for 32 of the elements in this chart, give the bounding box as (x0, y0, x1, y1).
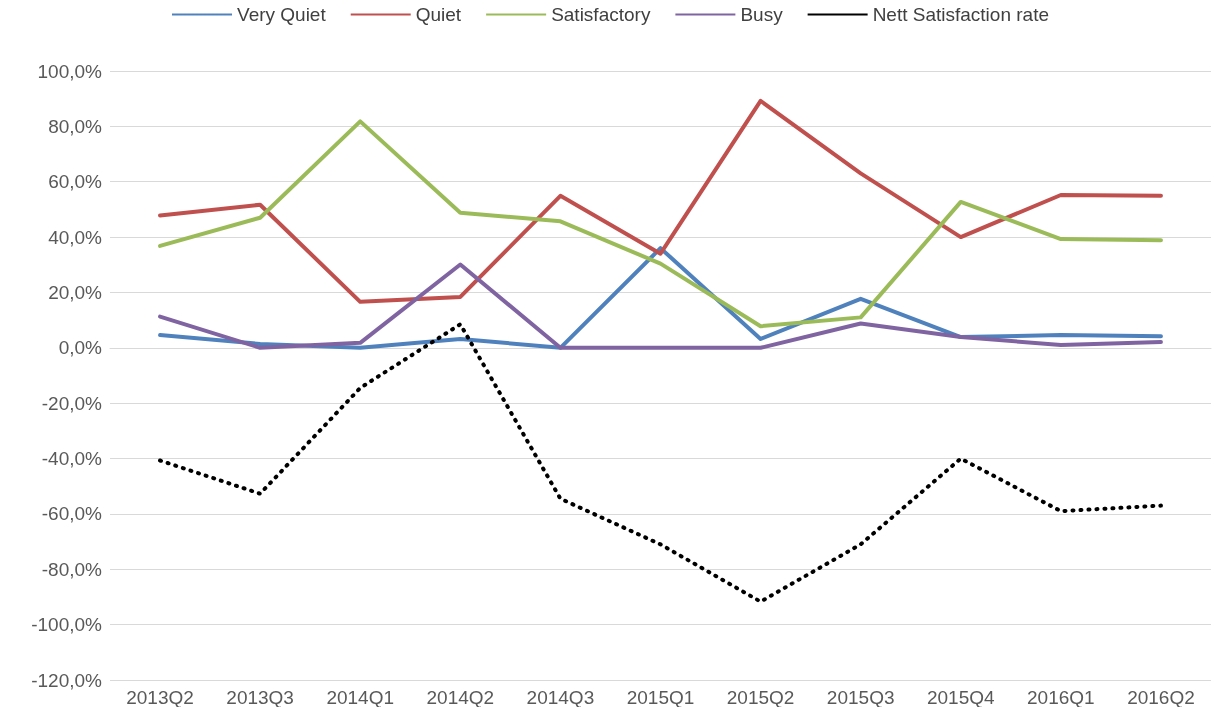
line-series (158, 322, 1163, 604)
x-tick-label: 2013Q3 (226, 687, 294, 707)
x-tick-label: 2015Q4 (926, 687, 996, 707)
y-tick-label: 80,0% (48, 115, 103, 137)
x-tick-label: 2015Q1 (626, 687, 695, 707)
x-tick-label: 2014Q3 (526, 687, 595, 707)
legend-label: Busy (740, 4, 784, 25)
y-tick-label: 20,0% (48, 281, 103, 303)
x-tick-label: 2013Q2 (126, 687, 194, 707)
legend-label: Satisfactory (551, 4, 651, 25)
x-tick-label: 2016Q1 (1027, 687, 1095, 707)
y-tick-label: 0,0% (58, 337, 103, 359)
y-tick-label: -40,0% (41, 448, 103, 470)
legend-label: Quiet (415, 4, 462, 25)
y-tick-label: 40,0% (48, 226, 103, 248)
y-tick-label: 60,0% (48, 171, 103, 193)
y-tick-label: -120,0% (31, 669, 103, 691)
y-tick-label: -60,0% (41, 503, 103, 525)
line-series (158, 98, 1163, 304)
y-tick-label: -20,0% (41, 392, 103, 414)
line-series (158, 119, 1163, 329)
legend-label: Very Quiet (237, 4, 327, 25)
y-tick-label: -100,0% (31, 614, 103, 636)
x-tick-label: 2014Q1 (326, 687, 395, 707)
x-tick-label: 2015Q2 (726, 687, 795, 707)
line-series (158, 262, 1163, 350)
x-tick-label: 2016Q2 (1127, 687, 1195, 707)
y-tick-label: 100,0% (37, 60, 103, 82)
y-tick-label: -80,0% (41, 558, 103, 580)
x-tick-label: 2015Q3 (826, 687, 895, 707)
x-tick-label: 2014Q2 (426, 687, 495, 707)
legend-label: Nett Satisfaction rate (872, 4, 1049, 25)
